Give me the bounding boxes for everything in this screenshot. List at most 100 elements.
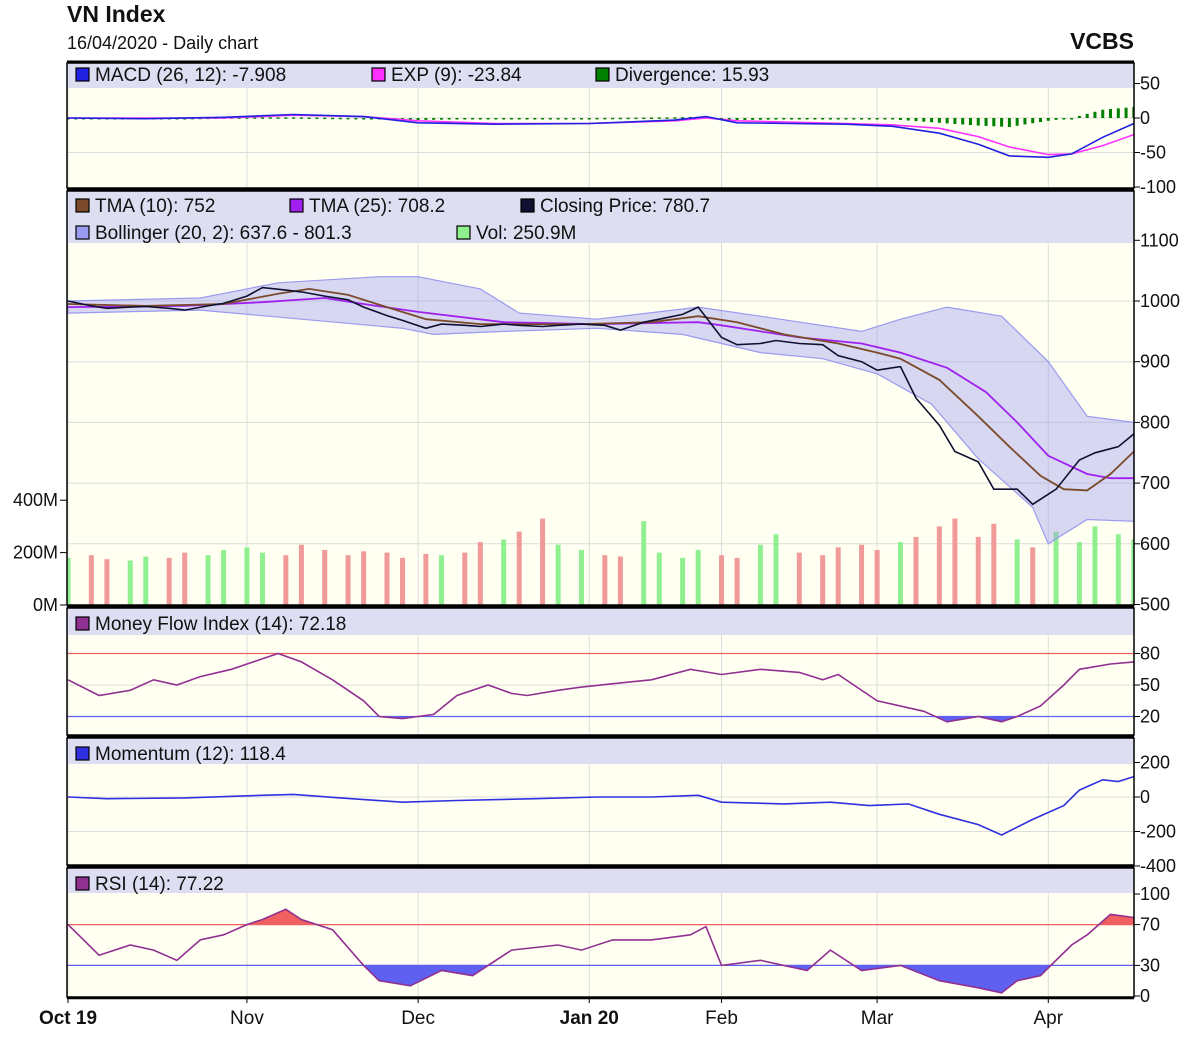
divergence-bar <box>354 117 358 120</box>
volume-bar <box>88 555 94 605</box>
rsi-y-tick-label: 30 <box>1140 955 1160 975</box>
divergence-bar <box>1109 109 1113 118</box>
macd-plot <box>67 106 1134 159</box>
divergence-bar <box>455 118 459 120</box>
divergence-bar <box>253 117 257 119</box>
divergence-bar <box>494 118 498 120</box>
volume-bar <box>617 556 623 605</box>
volume-bar <box>1092 526 1098 605</box>
divergence-bar <box>1132 106 1134 118</box>
divergence-bar <box>953 118 957 124</box>
divergence-bar <box>1031 118 1035 124</box>
volume-bar <box>913 536 919 605</box>
mfi-y-tick-label: 80 <box>1140 644 1160 664</box>
divergence-bar <box>284 117 288 119</box>
divergence-bar <box>891 118 895 120</box>
volume-bar <box>578 549 584 605</box>
divergence-bar <box>486 118 490 120</box>
rsi-line <box>67 908 1134 994</box>
divergence-bar <box>828 118 832 120</box>
divergence-bar <box>346 117 350 120</box>
divergence-bar <box>292 117 296 119</box>
divergence-bar <box>650 117 653 119</box>
momentum-swatch <box>75 746 90 761</box>
divergence-bar <box>595 117 599 120</box>
divergence-swatch <box>595 67 610 82</box>
volume-bar <box>975 536 981 605</box>
macd-legend: MACD (26, 12): -7.908 <box>95 65 286 86</box>
rsi-y-tick-label: 100 <box>1140 884 1170 904</box>
divergence-bar <box>276 117 280 119</box>
momentum-y-tick-label: -200 <box>1140 822 1176 842</box>
divergence-bar <box>618 117 622 120</box>
price-y-tick-label: 500 <box>1140 595 1170 615</box>
mfi-legend-band <box>67 608 1134 635</box>
closing-price-legend: Closing Price: 780.7 <box>540 196 710 217</box>
volume-bar <box>641 521 647 605</box>
volume-bar <box>67 557 71 605</box>
divergence-bar <box>1054 118 1058 120</box>
divergence-bar <box>758 118 762 120</box>
mfi-y-tick-label: 50 <box>1140 675 1160 695</box>
divergence-bar <box>805 118 809 120</box>
divergence-bar <box>447 118 451 120</box>
price-y-tick-label: 800 <box>1140 412 1170 432</box>
price-y-tick-label: 900 <box>1140 352 1170 372</box>
divergence-bar <box>1062 118 1066 120</box>
volume-bar <box>991 523 997 605</box>
divergence-bar <box>517 118 521 120</box>
mom-plot <box>67 775 1134 836</box>
divergence-bar <box>1116 108 1120 118</box>
volume-bar <box>462 552 468 605</box>
tma25-swatch <box>289 198 304 213</box>
volume-bar <box>680 557 686 605</box>
divergence-bar <box>992 118 996 127</box>
divergence-bar <box>261 117 264 119</box>
volume-legend: Vol: 250.9M <box>476 223 576 244</box>
volume-bar <box>345 555 351 605</box>
closing-price-line <box>67 286 1134 506</box>
divergence-bar <box>1000 118 1004 127</box>
divergence-bar <box>968 118 972 126</box>
divergence-bar <box>1101 109 1105 118</box>
volume-bar <box>260 552 265 605</box>
rsi-y-tick-label: 0 <box>1140 986 1150 1006</box>
volume-bar <box>1014 539 1020 605</box>
macd-line <box>67 113 1134 159</box>
rsi-swatch <box>75 876 90 891</box>
divergence-bar <box>401 118 405 120</box>
momentum-legend: Momentum (12): 118.4 <box>95 744 286 765</box>
volume-bar <box>1076 542 1082 605</box>
macd-y-tick-label: 50 <box>1140 74 1160 94</box>
macd-y-tick-label: 0 <box>1140 108 1150 128</box>
volume-bar <box>602 555 608 605</box>
x-tick-label: Dec <box>401 1008 435 1029</box>
divergence-bar <box>727 118 731 120</box>
divergence-bar <box>509 118 513 120</box>
price-y-tick-label: 600 <box>1140 534 1170 554</box>
volume-bar <box>555 544 561 605</box>
exp-legend: EXP (9): -23.84 <box>391 65 522 86</box>
divergence-bar <box>416 118 420 121</box>
divergence-bar <box>463 118 467 120</box>
divergence-bar <box>976 118 980 126</box>
divergence-bar <box>525 118 529 120</box>
divergence-bar <box>548 118 552 120</box>
divergence-bar <box>626 117 630 120</box>
momentum-y-tick-label: 0 <box>1140 787 1150 807</box>
divergence-bar <box>836 118 840 120</box>
volume-bar <box>182 552 188 605</box>
divergence-bar <box>984 118 988 126</box>
mfi-line <box>67 652 1134 723</box>
x-tick-label: Oct 19 <box>39 1008 97 1029</box>
volume-bar <box>166 557 172 605</box>
price-y-tick-label: 1000 <box>1140 291 1180 311</box>
divergence-bar <box>782 118 786 120</box>
rsi-plot <box>67 908 1134 994</box>
volume-bar <box>656 552 662 605</box>
divergence-bar <box>673 117 677 119</box>
divergence-bar <box>556 118 560 120</box>
divergence-bar <box>572 118 576 120</box>
volume-bar <box>1131 539 1134 605</box>
macd-y-tick-label: -100 <box>1140 177 1176 197</box>
